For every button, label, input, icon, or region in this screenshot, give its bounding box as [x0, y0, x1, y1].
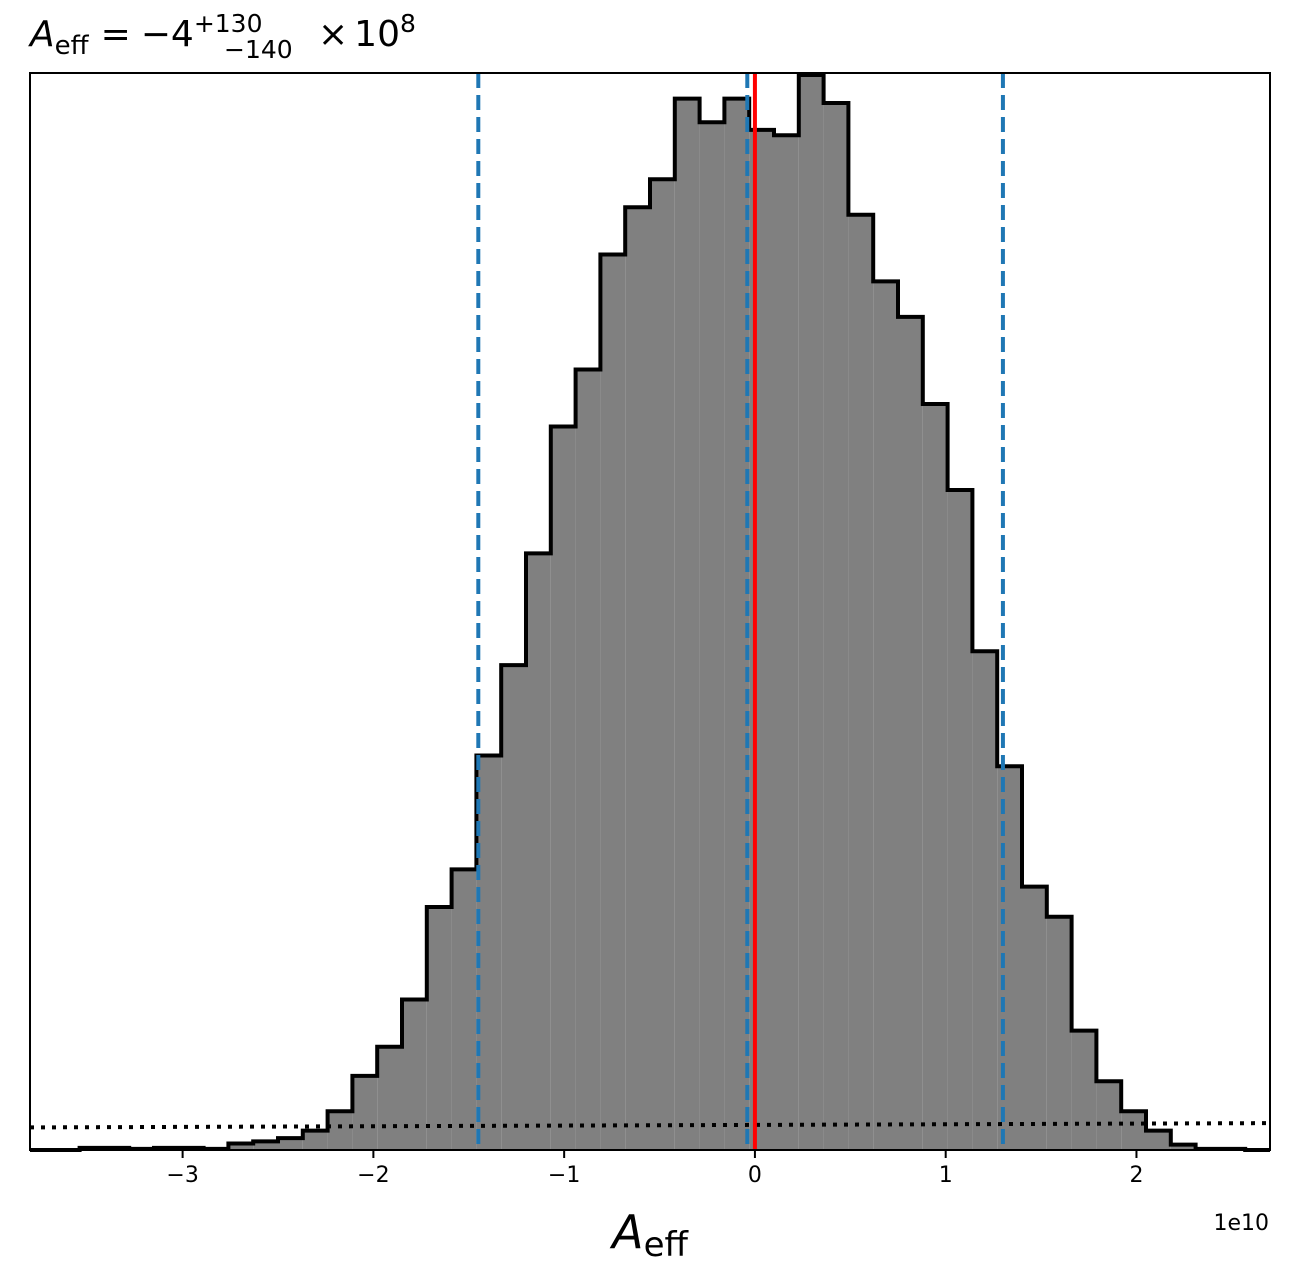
title-power-exponent: 8: [400, 9, 416, 38]
histogram-bar: [278, 1138, 303, 1150]
histogram-bar: [724, 98, 750, 1150]
histogram-bar: [451, 869, 477, 1150]
histogram-bar: [600, 254, 626, 1150]
axes-frame: [29, 72, 1271, 1151]
reference-lines: [29, 73, 1271, 1150]
histogram-bar: [898, 316, 923, 1150]
histogram-bar: [1096, 1081, 1122, 1150]
title-upper-error: +130: [194, 9, 263, 38]
histogram-bar: [1022, 886, 1047, 1150]
histogram-bar: [798, 75, 824, 1150]
histogram-bars: [30, 73, 1270, 1152]
histogram-bar: [377, 1046, 402, 1150]
histogram-bar: [426, 907, 452, 1150]
x-tick-label: −1: [548, 1163, 580, 1188]
histogram-bar: [1071, 1030, 1097, 1150]
histogram-bar: [823, 102, 849, 1151]
x-tick-label: 2: [1129, 1163, 1143, 1188]
x-axis-label: Aeff: [609, 1205, 689, 1265]
x-axis-label-symbol: A: [609, 1205, 643, 1259]
x-tick-label: −2: [357, 1163, 389, 1188]
histogram-bar: [947, 489, 973, 1150]
histogram-bar: [650, 179, 675, 1150]
histogram-bar: [476, 755, 502, 1150]
chart-title: Aeff = −4+130 −140 × 108: [28, 9, 416, 64]
histogram-bar: [848, 214, 874, 1150]
histogram-bar: [674, 98, 700, 1150]
histogram-bar: [302, 1130, 328, 1150]
x-tick-label: −3: [166, 1163, 198, 1188]
x-tick-label: 1: [939, 1163, 953, 1188]
title-symbol: A: [28, 14, 55, 55]
x-tick-label: 0: [748, 1163, 762, 1188]
histogram-bar: [625, 207, 650, 1151]
title-value: −4: [141, 14, 194, 55]
histogram-bar: [873, 281, 898, 1150]
histogram-bar: [1170, 1144, 1196, 1150]
x-axis-ticks: −3 −2 −1 0 1 2: [166, 1150, 1143, 1188]
x-axis-offset-text: 1e10: [1213, 1211, 1269, 1236]
histogram-bar: [352, 1075, 378, 1150]
histogram-bar: [699, 122, 725, 1150]
histogram-bar: [526, 553, 551, 1150]
histogram-bar: [228, 1143, 254, 1150]
histogram-bar: [501, 665, 526, 1150]
histogram-bar: [327, 1111, 353, 1150]
title-lower-error: −140: [224, 35, 293, 64]
histogram-step-outline: [30, 73, 1270, 1152]
histogram-bar: [1121, 1111, 1146, 1150]
title-equals: =: [101, 14, 131, 55]
histogram-bar: [749, 129, 774, 1150]
histogram-bar: [922, 403, 948, 1150]
histogram-bar: [997, 766, 1022, 1150]
histogram-bar: [774, 135, 799, 1150]
histogram-bar: [575, 369, 601, 1150]
title-symbol-subscript: eff: [55, 31, 90, 61]
title-times: ×: [318, 14, 348, 55]
histogram-bar: [1146, 1130, 1171, 1150]
title-power-base: 10: [354, 14, 400, 55]
x-axis-label-subscript: eff: [644, 1225, 690, 1265]
histogram-bar: [550, 426, 576, 1150]
histogram-bar: [253, 1141, 278, 1150]
histogram-bar: [972, 651, 998, 1150]
histogram-bar: [1046, 916, 1072, 1150]
